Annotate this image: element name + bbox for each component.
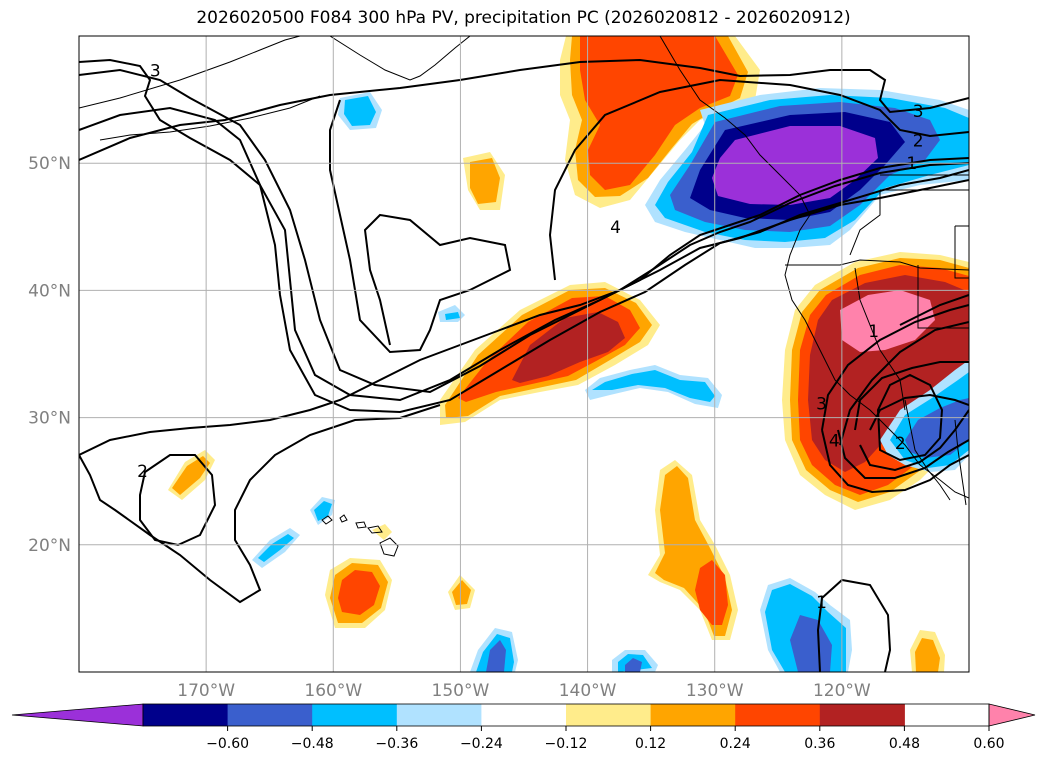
colorbar-segment xyxy=(819,704,905,726)
pv-contours xyxy=(79,58,969,672)
latitude-labels: 20°N 30°N 40°N 50°N xyxy=(28,154,71,556)
contour-label: 1 xyxy=(906,154,917,174)
precip-positive-calif xyxy=(840,290,935,352)
lon-tick-label: 140°W xyxy=(559,681,617,701)
precip-positive-small xyxy=(338,570,380,615)
coastlines xyxy=(79,36,969,506)
precip-negative-small xyxy=(592,370,715,402)
contour-label: 2 xyxy=(137,462,148,482)
precip-positive-small xyxy=(915,638,940,672)
colorbar-tick-label: 0.12 xyxy=(635,736,666,752)
precip-negative-small xyxy=(258,534,294,562)
precip-positive-small xyxy=(470,158,500,204)
colorbar-tick-label: 0.48 xyxy=(889,736,920,752)
colorbar-segment xyxy=(396,704,482,726)
hawaii-islands xyxy=(321,514,399,557)
contour-label: 2 xyxy=(913,131,924,151)
contour-label: 1 xyxy=(816,593,827,613)
colorbar-tick-label: −0.48 xyxy=(291,736,334,752)
precip-positive-small xyxy=(172,456,210,495)
colorbar-segment xyxy=(312,704,398,726)
colorbar-extend-max xyxy=(988,703,1036,727)
lat-tick-label: 50°N xyxy=(28,154,71,174)
precip-negative-small xyxy=(344,96,376,126)
colorbar-tick-label: 0.36 xyxy=(804,736,835,752)
lon-tick-label: 160°W xyxy=(304,681,362,701)
colorbar-tick-label: −0.60 xyxy=(206,736,249,752)
lon-tick-label: 120°W xyxy=(813,681,871,701)
contour-label: 3 xyxy=(913,102,924,122)
colorbar-segment xyxy=(566,704,652,726)
gridlines xyxy=(79,36,969,672)
colorbar-tick-label: −0.24 xyxy=(460,736,503,752)
colorbar-tick-label: −0.12 xyxy=(545,736,588,752)
longitude-labels: 170°W 160°W 150°W 140°W 130°W 120°W xyxy=(177,681,871,701)
precip-negative-small xyxy=(445,312,460,320)
lat-tick-label: 30°N xyxy=(28,409,71,429)
map-frame xyxy=(78,35,970,673)
contour-label: 3 xyxy=(150,61,161,81)
colorbar-tick-label: −0.36 xyxy=(375,736,418,752)
contour-label: 2 xyxy=(895,434,906,454)
colorbar-segment xyxy=(143,704,229,726)
contour-label: 3 xyxy=(816,395,827,415)
lon-tick-label: 170°W xyxy=(177,681,235,701)
precip-positive-small xyxy=(695,560,728,625)
colorbar-segment xyxy=(735,704,821,726)
precip-positive-central xyxy=(512,312,625,383)
lon-tick-label: 130°W xyxy=(686,681,744,701)
map-title: 2026020500 F084 300 hPa PV, precipitatio… xyxy=(196,8,851,28)
precip-positive-small xyxy=(452,580,471,605)
lon-tick-label: 150°W xyxy=(432,681,490,701)
colorbar-tick-label: 0.24 xyxy=(720,736,751,752)
colorbar-segment xyxy=(481,704,567,726)
precip-negative-small xyxy=(790,615,832,672)
precip-negative-small xyxy=(625,658,642,672)
precip-negative-baja xyxy=(905,398,969,458)
colorbar-tick-label: 0.60 xyxy=(973,736,1004,752)
colorbar-segment xyxy=(227,704,313,726)
precip-negative-small xyxy=(486,640,506,672)
contour-label: 4 xyxy=(829,431,840,451)
contour-label: 4 xyxy=(610,218,621,238)
colorbar-extend-min xyxy=(11,703,144,727)
lat-tick-label: 20°N xyxy=(28,536,71,556)
colorbar-segment xyxy=(650,704,736,726)
contour-label: 1 xyxy=(868,322,879,342)
colorbar: −0.60 −0.48 −0.36 −0.24 −0.12 0.12 0.24 0.36 0.4… xyxy=(11,703,1036,752)
lat-tick-label: 40°N xyxy=(28,281,71,301)
precip-positive-alaska xyxy=(580,36,738,190)
